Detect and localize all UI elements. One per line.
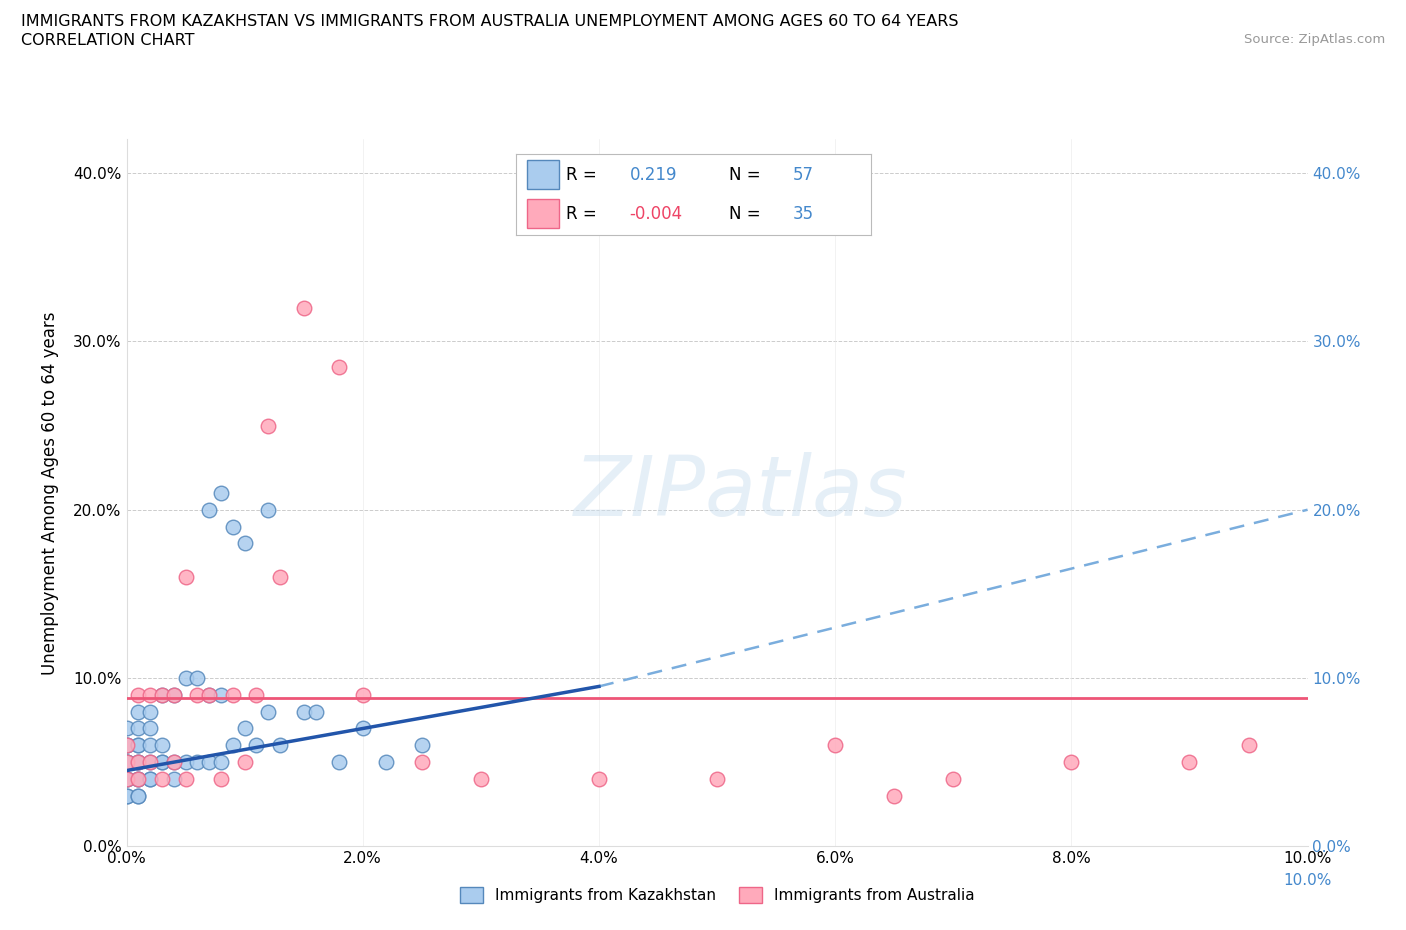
Point xyxy=(115,755,138,770)
Point xyxy=(222,687,245,702)
Point xyxy=(139,737,162,752)
Point xyxy=(115,737,138,752)
Point xyxy=(139,755,162,770)
Point xyxy=(233,536,256,551)
Legend: Immigrants from Kazakhstan, Immigrants from Australia: Immigrants from Kazakhstan, Immigrants f… xyxy=(454,881,980,910)
Point xyxy=(174,671,197,685)
Point xyxy=(150,755,173,770)
Point xyxy=(150,772,173,787)
Point xyxy=(706,772,728,787)
Point xyxy=(115,789,138,804)
Point xyxy=(411,755,433,770)
Point xyxy=(127,737,149,752)
Point xyxy=(163,687,186,702)
Point xyxy=(127,772,149,787)
Point xyxy=(163,772,186,787)
Point xyxy=(115,772,138,787)
Point xyxy=(198,687,221,702)
Point xyxy=(257,704,280,719)
Point xyxy=(115,789,138,804)
Point xyxy=(292,704,315,719)
Point xyxy=(292,300,315,315)
Point xyxy=(186,755,208,770)
Point xyxy=(257,502,280,517)
Point xyxy=(470,772,492,787)
Point xyxy=(1237,737,1260,752)
Point xyxy=(174,772,197,787)
Point xyxy=(352,721,374,736)
Point xyxy=(139,721,162,736)
Point xyxy=(198,755,221,770)
Point xyxy=(127,789,149,804)
Point xyxy=(233,755,256,770)
Point xyxy=(352,687,374,702)
Text: CORRELATION CHART: CORRELATION CHART xyxy=(21,33,194,47)
Point xyxy=(115,772,138,787)
Point xyxy=(127,687,149,702)
Point xyxy=(209,687,232,702)
Point xyxy=(328,755,350,770)
Point xyxy=(269,737,291,752)
Point xyxy=(115,737,138,752)
Point xyxy=(257,418,280,433)
Point xyxy=(411,737,433,752)
Y-axis label: Unemployment Among Ages 60 to 64 years: Unemployment Among Ages 60 to 64 years xyxy=(41,312,59,674)
Point xyxy=(127,755,149,770)
Point xyxy=(269,569,291,584)
Text: IMMIGRANTS FROM KAZAKHSTAN VS IMMIGRANTS FROM AUSTRALIA UNEMPLOYMENT AMONG AGES : IMMIGRANTS FROM KAZAKHSTAN VS IMMIGRANTS… xyxy=(21,14,959,29)
Point xyxy=(328,359,350,374)
Point xyxy=(150,755,173,770)
Point xyxy=(186,671,208,685)
Text: ZIPatlas: ZIPatlas xyxy=(574,452,907,534)
Point xyxy=(174,755,197,770)
Point xyxy=(375,755,398,770)
Point xyxy=(883,789,905,804)
Point xyxy=(222,737,245,752)
Point xyxy=(150,687,173,702)
Point xyxy=(942,772,965,787)
Point xyxy=(209,772,232,787)
Point xyxy=(588,772,610,787)
Point xyxy=(233,721,256,736)
Point xyxy=(115,755,138,770)
Point xyxy=(127,755,149,770)
Point xyxy=(127,737,149,752)
Point xyxy=(245,737,267,752)
Text: Source: ZipAtlas.com: Source: ZipAtlas.com xyxy=(1244,33,1385,46)
Point xyxy=(304,704,326,719)
Point xyxy=(127,721,149,736)
Point xyxy=(139,687,162,702)
Point xyxy=(115,721,138,736)
Point xyxy=(163,755,186,770)
Point xyxy=(150,737,173,752)
Point xyxy=(115,772,138,787)
Point xyxy=(198,687,221,702)
Point xyxy=(1178,755,1201,770)
Point xyxy=(127,789,149,804)
Point xyxy=(127,772,149,787)
Point xyxy=(115,755,138,770)
Point xyxy=(139,772,162,787)
Point xyxy=(174,569,197,584)
Point xyxy=(139,755,162,770)
Point xyxy=(209,755,232,770)
Point xyxy=(150,687,173,702)
Point xyxy=(163,755,186,770)
Point xyxy=(127,704,149,719)
Point xyxy=(1060,755,1083,770)
Point xyxy=(824,737,846,752)
Point xyxy=(139,772,162,787)
Point xyxy=(139,704,162,719)
Point xyxy=(115,737,138,752)
Point xyxy=(127,772,149,787)
Point xyxy=(186,687,208,702)
Point xyxy=(222,519,245,534)
Text: 10.0%: 10.0% xyxy=(1284,873,1331,888)
Point xyxy=(198,502,221,517)
Point xyxy=(127,755,149,770)
Point xyxy=(163,687,186,702)
Point xyxy=(115,755,138,770)
Point xyxy=(209,485,232,500)
Point xyxy=(245,687,267,702)
